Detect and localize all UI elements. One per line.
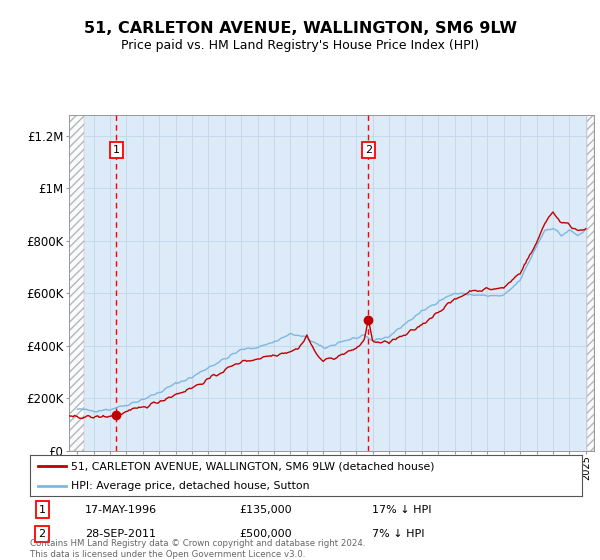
Text: 51, CARLETON AVENUE, WALLINGTON, SM6 9LW (detached house): 51, CARLETON AVENUE, WALLINGTON, SM6 9LW… — [71, 461, 435, 471]
Text: 2: 2 — [365, 145, 372, 155]
Polygon shape — [69, 115, 84, 451]
Text: HPI: Average price, detached house, Sutton: HPI: Average price, detached house, Sutt… — [71, 480, 310, 491]
Text: Contains HM Land Registry data © Crown copyright and database right 2024.
This d: Contains HM Land Registry data © Crown c… — [30, 539, 365, 559]
Polygon shape — [587, 115, 594, 451]
Text: 1: 1 — [38, 505, 46, 515]
Text: £135,000: £135,000 — [240, 505, 292, 515]
Text: 17-MAY-1996: 17-MAY-1996 — [85, 505, 157, 515]
Text: 1: 1 — [113, 145, 120, 155]
Text: £500,000: £500,000 — [240, 529, 292, 539]
Text: 28-SEP-2011: 28-SEP-2011 — [85, 529, 156, 539]
Text: 17% ↓ HPI: 17% ↓ HPI — [372, 505, 432, 515]
Text: Price paid vs. HM Land Registry's House Price Index (HPI): Price paid vs. HM Land Registry's House … — [121, 39, 479, 52]
Text: 51, CARLETON AVENUE, WALLINGTON, SM6 9LW: 51, CARLETON AVENUE, WALLINGTON, SM6 9LW — [83, 21, 517, 36]
Text: 2: 2 — [38, 529, 46, 539]
Text: 7% ↓ HPI: 7% ↓ HPI — [372, 529, 425, 539]
